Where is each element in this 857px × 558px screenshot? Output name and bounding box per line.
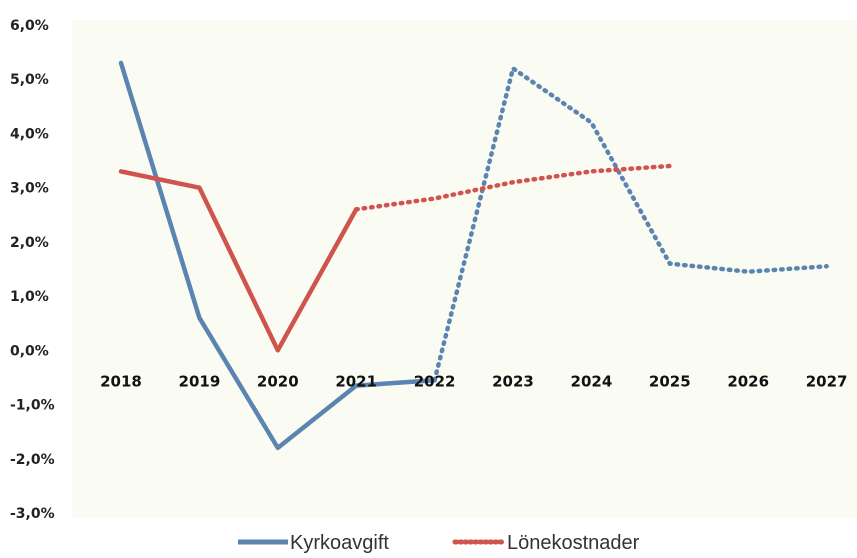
y-tick-label: 2,0% xyxy=(10,235,49,251)
y-tick-label: 1,0% xyxy=(10,289,49,305)
series-layer xyxy=(118,60,829,451)
x-tick-label: 2021 xyxy=(335,372,377,390)
y-tick-label: 0,0% xyxy=(10,343,49,359)
series-line-kyrkoavgift xyxy=(118,60,437,451)
x-tick-label: 2019 xyxy=(179,372,221,390)
series-line-l-nekostnader xyxy=(118,169,359,353)
x-tick-label: 2022 xyxy=(414,372,456,390)
x-tick-label: 2020 xyxy=(257,372,299,390)
x-tick-label: 2025 xyxy=(649,372,691,390)
y-tick-label: 4,0% xyxy=(10,126,49,142)
y-tick-label: -3,0% xyxy=(10,506,55,522)
x-tick-label: 2027 xyxy=(806,372,848,390)
x-tick-label: 2026 xyxy=(727,372,769,390)
x-tick-label: 2023 xyxy=(492,372,534,390)
y-tick-label: 3,0% xyxy=(10,181,49,197)
x-axis-tick-labels: 2018 2019 2020 2021 2022 2023 2024 2025 2026 2027 xyxy=(100,372,847,390)
y-tick-label: 6,0% xyxy=(10,18,49,34)
y-axis-tick-labels: 6,0% 5,0% 4,0% 3,0% 2,0% 1,0% 0,0% -1,0% -2,0% -3… xyxy=(10,18,55,522)
series-line-l-nekostnader-forecast xyxy=(353,163,673,212)
series-line-kyrkoavgift-forecast xyxy=(432,64,829,383)
y-tick-label: -2,0% xyxy=(10,452,55,468)
y-tick-label: 5,0% xyxy=(10,72,49,88)
legend: Kyrkoavgift Lönekostnader xyxy=(238,532,640,554)
x-tick-label: 2024 xyxy=(571,372,613,390)
x-tick-label: 2018 xyxy=(100,372,142,390)
y-tick-label: -1,0% xyxy=(10,398,55,414)
legend-label: Lönekostnader xyxy=(507,532,640,553)
legend-label: Kyrkoavgift xyxy=(290,532,389,553)
